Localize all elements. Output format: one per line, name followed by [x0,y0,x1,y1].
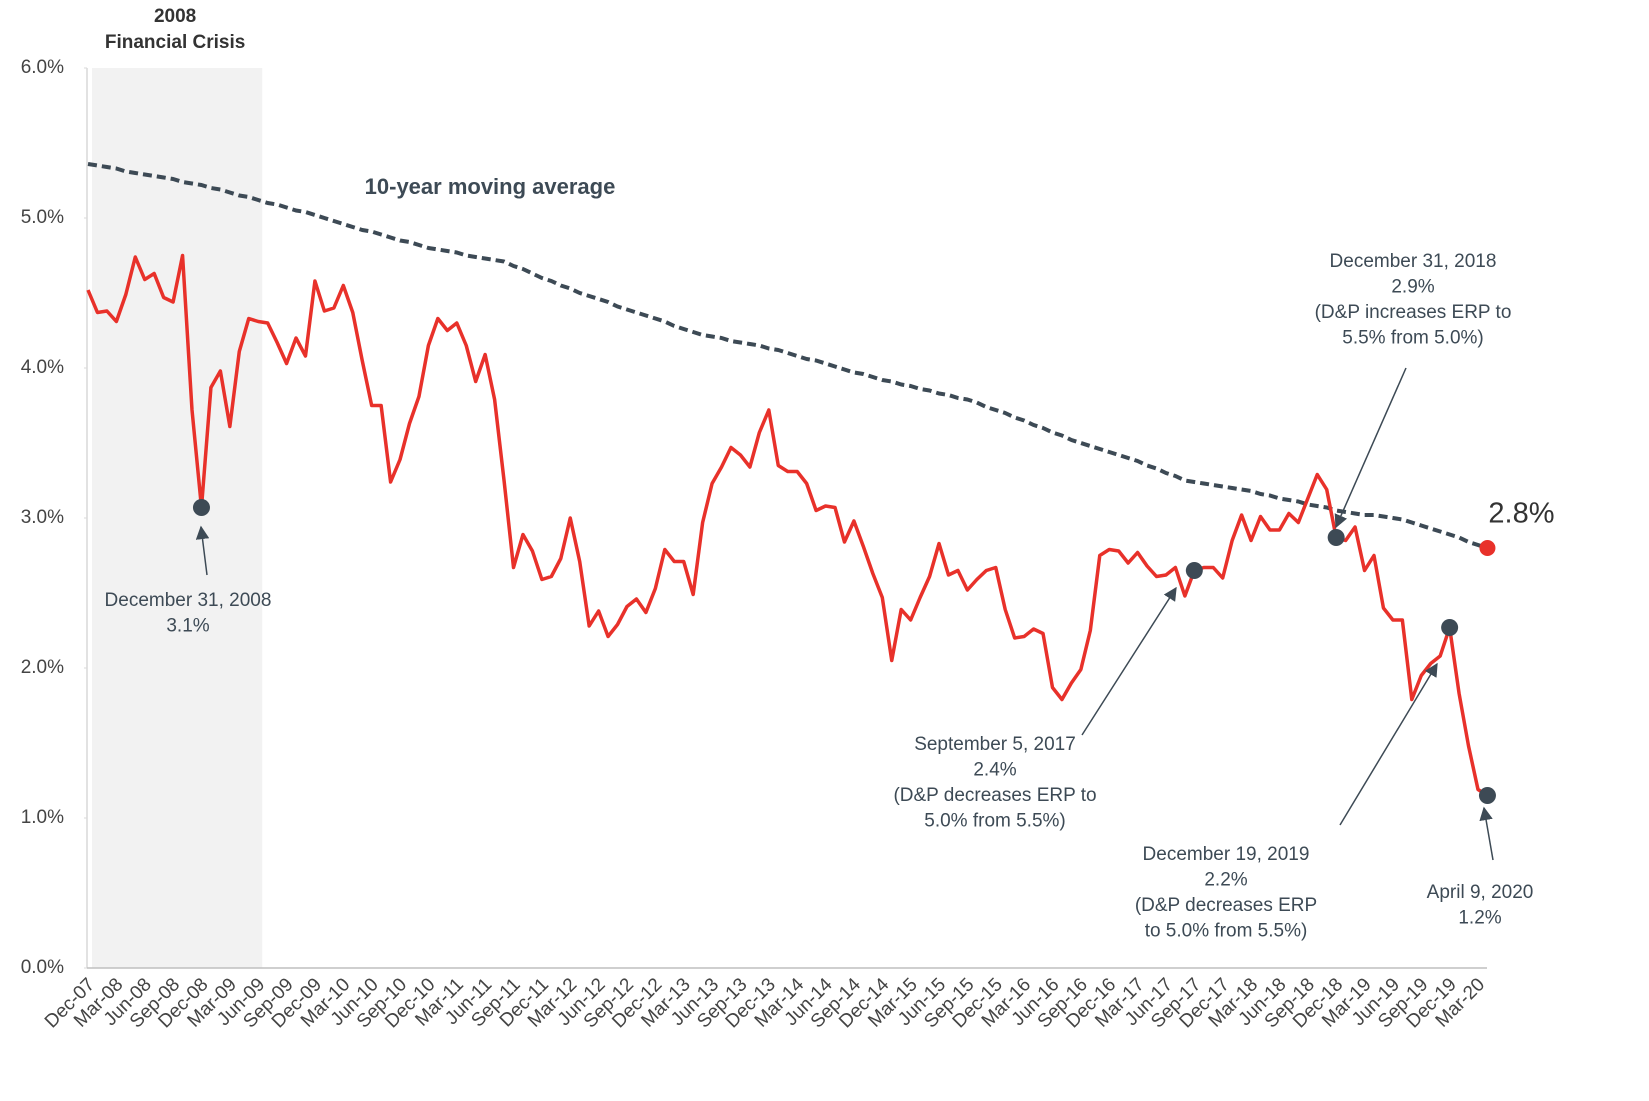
erp-line [86,253,1489,797]
y-tick-label: 2.0% [21,657,64,678]
annotation-text: December 19, 2019 [1143,844,1310,865]
y-tick-label: 3.0% [21,507,64,528]
annotation-text: December 31, 2008 [105,590,272,611]
y-tick-label: 4.0% [21,357,64,378]
annotation-text: 2.9% [1391,277,1434,298]
value-label: 2.8% [1488,498,1554,530]
annotation-text: 2.2% [1204,870,1247,891]
annotation-text: 5.0% from 5.5%) [924,811,1066,832]
annotation-point [192,499,210,516]
annotation-arrow [1081,586,1177,736]
annotation-text: (D&P increases ERP to [1315,302,1512,323]
annotation-text: (D&P decreases ERP to [893,785,1096,806]
annotation-text: September 5, 2017 [914,734,1076,755]
end-point [1479,540,1496,556]
annotation-text: to 5.0% from 5.5%) [1145,921,1308,942]
annotation-text: 1.2% [1458,908,1501,929]
series-label: 10-year moving average [365,174,616,199]
moving-average-line [87,162,1489,550]
annotation-text: (D&P decreases ERP [1135,895,1317,916]
annotation-point [1327,529,1345,546]
annotation-point [1441,619,1459,636]
annotation-text: 2.4% [973,760,1016,781]
annotation-point [1478,787,1496,804]
annotation-text: April 9, 2020 [1427,882,1534,903]
y-tick-label: 0.0% [21,957,64,978]
annotation-text: 3.1% [166,616,209,637]
y-tick-label: 5.0% [21,207,64,228]
annotation-text: 5.5% from 5.0%) [1342,328,1484,349]
annotation-arrow [1339,662,1438,826]
crisis-label: Financial Crisis [105,32,245,53]
annotation-text: December 31, 2018 [1330,251,1497,272]
y-tick-label: 1.0% [21,807,64,828]
annotation-arrow [1479,806,1494,861]
crisis-band [92,68,263,968]
crisis-label: 2008 [154,6,196,27]
annotation-arrow [195,525,210,576]
annotation-arrow [1334,367,1407,529]
annotation-point [1185,562,1203,579]
y-tick-label: 6.0% [21,57,64,78]
